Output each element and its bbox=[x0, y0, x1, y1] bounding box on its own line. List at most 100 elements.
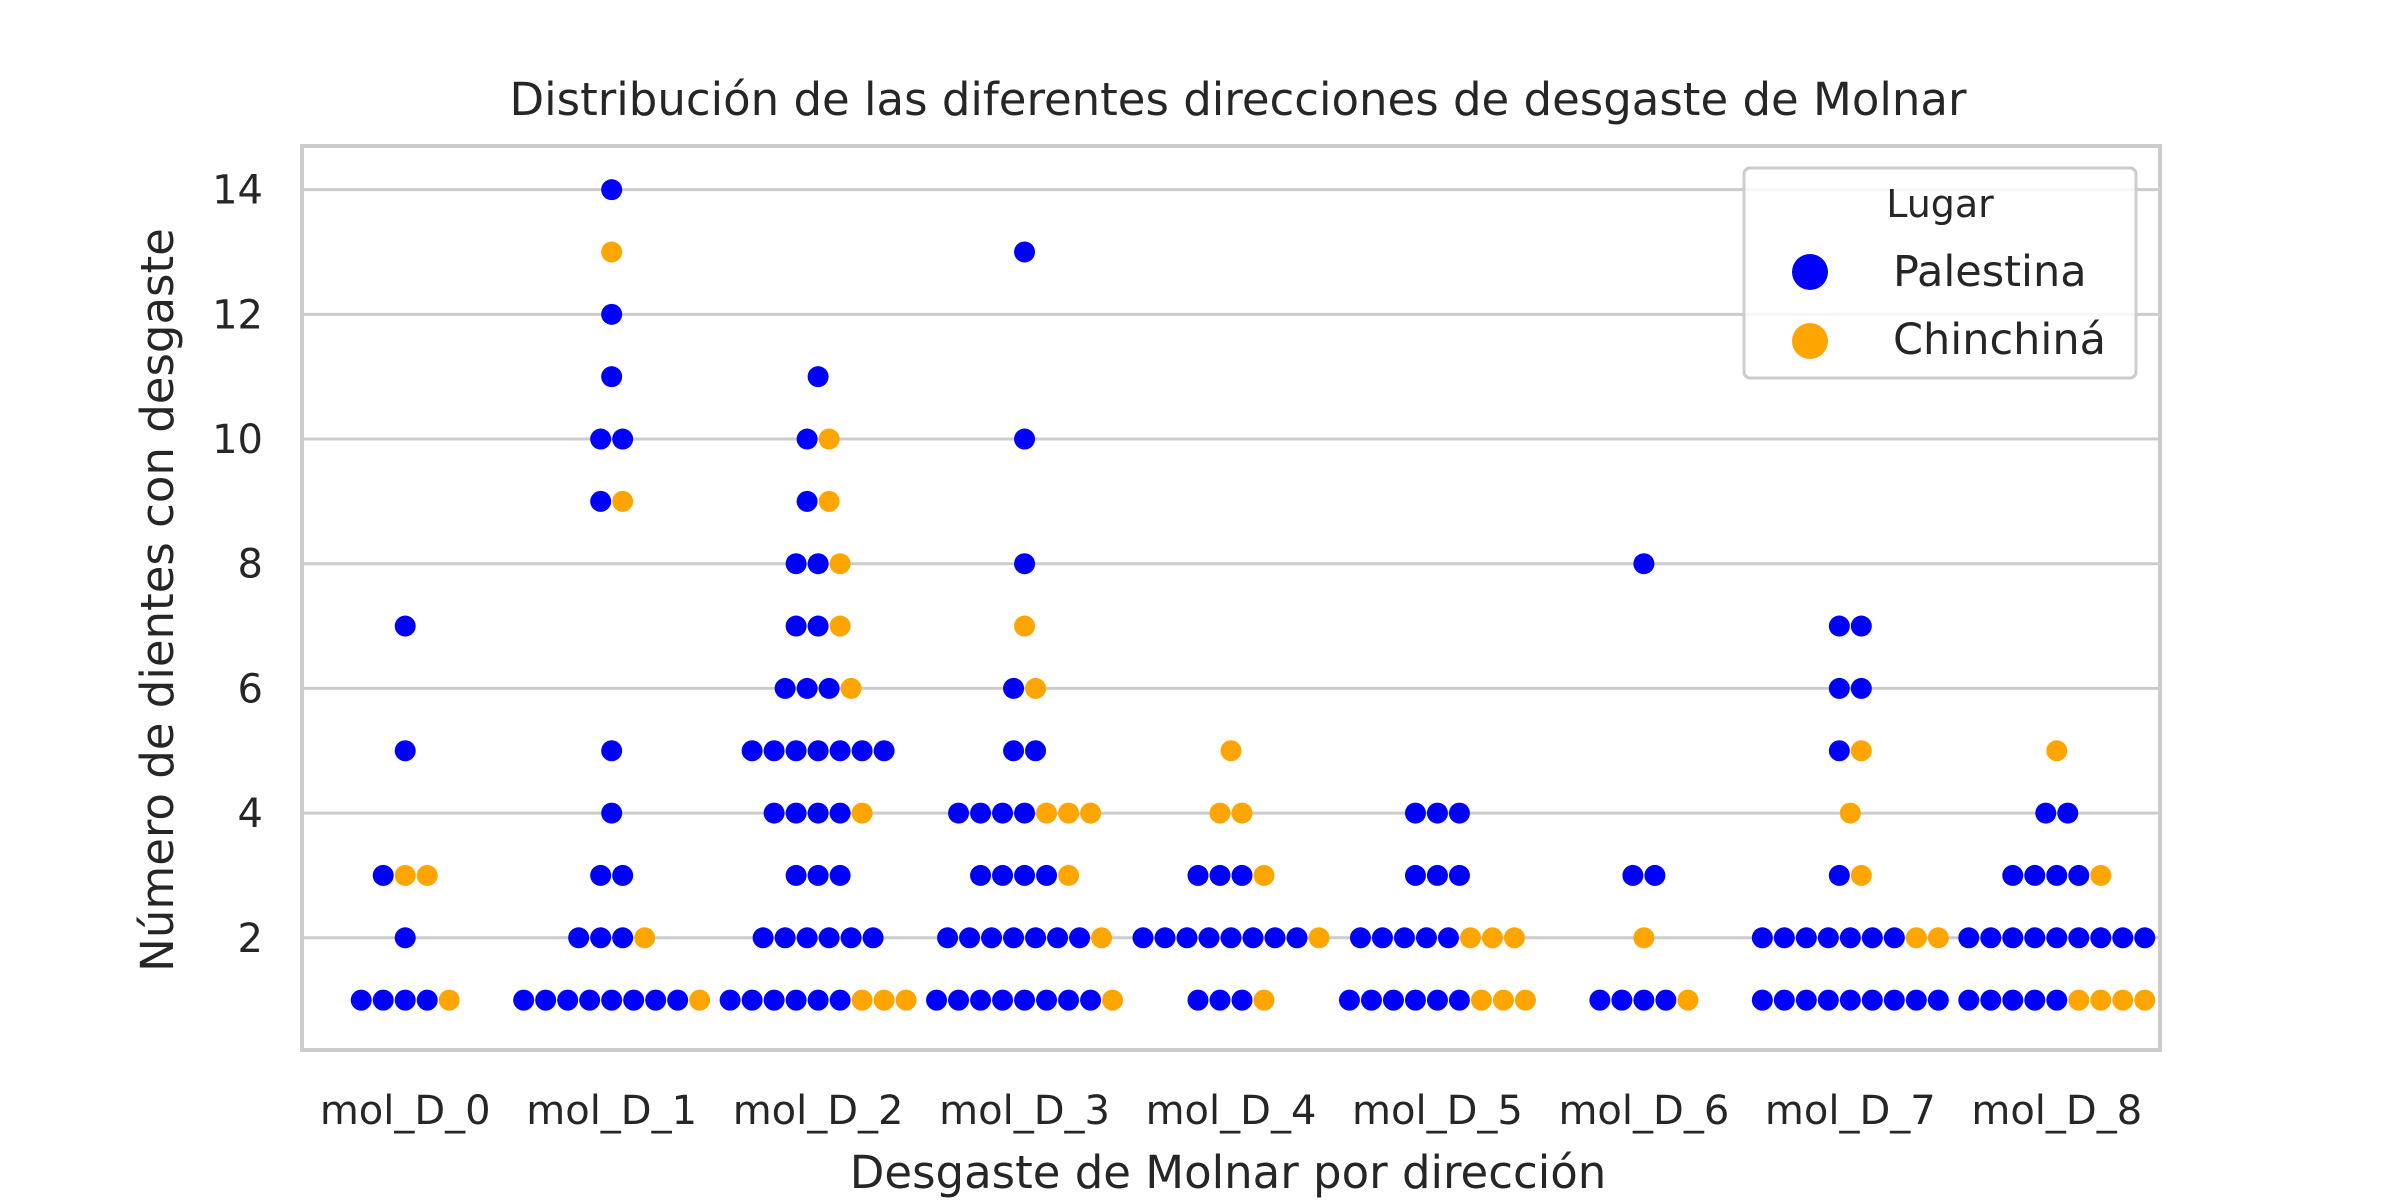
legend-box bbox=[1742, 166, 2138, 380]
point-palestina bbox=[1014, 241, 1036, 263]
point-palestina bbox=[1286, 927, 1308, 949]
point-palestina bbox=[2046, 864, 2068, 886]
y-ticks: 2 4 6 8 10 12 14 bbox=[212, 168, 263, 962]
point-chinchina bbox=[601, 241, 623, 263]
legend-title: Lugar bbox=[1886, 182, 1994, 226]
point-palestina bbox=[1828, 740, 1850, 762]
point-palestina bbox=[959, 927, 981, 949]
point-palestina bbox=[992, 989, 1014, 1011]
point-palestina bbox=[1633, 553, 1655, 575]
point-palestina bbox=[807, 864, 829, 886]
point-palestina bbox=[981, 927, 1003, 949]
point-palestina bbox=[1589, 989, 1611, 1011]
y-tick-label: 4 bbox=[238, 791, 263, 837]
x-tick-label: mol_D_1 bbox=[526, 1088, 697, 1134]
point-palestina bbox=[785, 802, 807, 824]
point-palestina bbox=[785, 553, 807, 575]
y-tick-label: 10 bbox=[212, 417, 263, 463]
point-chinchina bbox=[1850, 864, 1872, 886]
point-palestina bbox=[1883, 927, 1905, 949]
point-chinchina bbox=[1209, 802, 1231, 824]
point-palestina bbox=[1426, 802, 1448, 824]
point-palestina bbox=[1437, 927, 1459, 949]
point-palestina bbox=[416, 989, 438, 1011]
y-tick-label: 8 bbox=[238, 542, 263, 588]
point-palestina bbox=[601, 366, 623, 388]
y-axis-label: Número de dientes con desgaste bbox=[131, 228, 184, 972]
point-palestina bbox=[1003, 927, 1025, 949]
point-palestina bbox=[2090, 927, 2112, 949]
point-palestina bbox=[807, 615, 829, 637]
point-chinchina bbox=[1905, 927, 1927, 949]
point-palestina bbox=[394, 989, 416, 1011]
point-palestina bbox=[2002, 927, 2024, 949]
legend: Lugar Palestina Chinchiná bbox=[1742, 166, 2138, 380]
point-palestina bbox=[1958, 927, 1980, 949]
point-palestina bbox=[1927, 989, 1949, 1011]
point-palestina bbox=[1036, 864, 1058, 886]
point-palestina bbox=[394, 615, 416, 637]
point-palestina bbox=[1773, 989, 1795, 1011]
point-palestina bbox=[1448, 989, 1470, 1011]
point-palestina bbox=[1349, 927, 1371, 949]
x-tick-label: mol_D_0 bbox=[320, 1088, 491, 1134]
point-palestina bbox=[394, 927, 416, 949]
point-palestina bbox=[557, 989, 579, 1011]
point-chinchina bbox=[2090, 864, 2112, 886]
point-palestina bbox=[1448, 864, 1470, 886]
point-palestina bbox=[763, 740, 785, 762]
point-palestina bbox=[719, 989, 741, 1011]
point-palestina bbox=[590, 490, 612, 512]
point-palestina bbox=[1231, 989, 1253, 1011]
point-chinchina bbox=[1220, 740, 1242, 762]
point-palestina bbox=[1014, 989, 1036, 1011]
point-chinchina bbox=[2112, 989, 2134, 1011]
point-palestina bbox=[1187, 989, 1209, 1011]
point-palestina bbox=[2024, 927, 2046, 949]
point-chinchina bbox=[1091, 927, 1113, 949]
point-palestina bbox=[2035, 802, 2057, 824]
point-palestina bbox=[1817, 989, 1839, 1011]
point-palestina bbox=[1828, 864, 1850, 886]
point-palestina bbox=[774, 677, 796, 699]
point-palestina bbox=[1861, 989, 1883, 1011]
point-palestina bbox=[807, 989, 829, 1011]
point-chinchina bbox=[829, 553, 851, 575]
point-chinchina bbox=[1503, 927, 1525, 949]
point-palestina bbox=[1209, 989, 1231, 1011]
point-palestina bbox=[1817, 927, 1839, 949]
x-tick-label: mol_D_4 bbox=[1146, 1088, 1317, 1134]
data-points bbox=[350, 179, 2156, 1011]
point-palestina bbox=[1371, 927, 1393, 949]
point-palestina bbox=[645, 989, 667, 1011]
point-palestina bbox=[667, 989, 689, 1011]
point-palestina bbox=[807, 553, 829, 575]
point-palestina bbox=[1980, 989, 2002, 1011]
point-palestina bbox=[1014, 864, 1036, 886]
point-chinchina bbox=[689, 989, 711, 1011]
point-chinchina bbox=[1058, 802, 1080, 824]
point-palestina bbox=[1014, 553, 1036, 575]
point-palestina bbox=[1003, 740, 1025, 762]
point-palestina bbox=[1644, 864, 1666, 886]
point-palestina bbox=[796, 428, 818, 450]
point-palestina bbox=[513, 989, 535, 1011]
point-palestina bbox=[1850, 615, 1872, 637]
point-palestina bbox=[2002, 864, 2024, 886]
x-tick-label: mol_D_6 bbox=[1558, 1088, 1729, 1134]
point-palestina bbox=[1382, 989, 1404, 1011]
point-palestina bbox=[612, 428, 634, 450]
point-palestina bbox=[1154, 927, 1176, 949]
point-palestina bbox=[1393, 927, 1415, 949]
point-palestina bbox=[1069, 927, 1091, 949]
point-chinchina bbox=[840, 677, 862, 699]
point-chinchina bbox=[829, 615, 851, 637]
point-palestina bbox=[579, 989, 601, 1011]
point-chinchina bbox=[1025, 677, 1047, 699]
point-palestina bbox=[1176, 927, 1198, 949]
point-palestina bbox=[2024, 989, 2046, 1011]
point-palestina bbox=[601, 989, 623, 1011]
point-palestina bbox=[1242, 927, 1264, 949]
point-palestina bbox=[741, 989, 763, 1011]
